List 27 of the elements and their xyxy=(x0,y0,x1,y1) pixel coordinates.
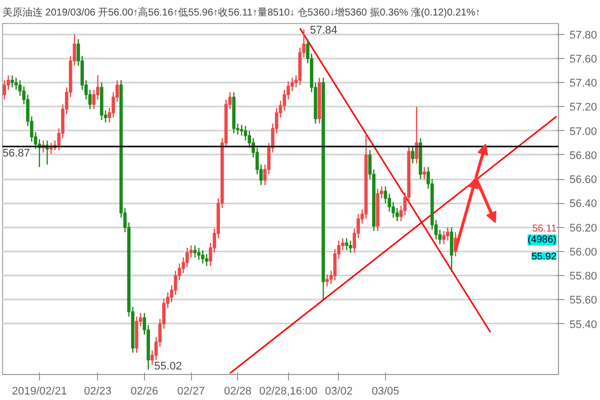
x-tick-label: 2019/02/21 xyxy=(12,386,67,398)
annotation: 56.11 xyxy=(532,224,557,234)
x-tick-label: 02/28 xyxy=(224,386,252,398)
y-tick-label: 56.40 xyxy=(570,198,598,210)
y-tick-label: 56.00 xyxy=(570,246,598,258)
y-tick-label: 57.00 xyxy=(570,126,598,138)
y-tick-label: 56.60 xyxy=(570,174,598,186)
y-tick-label: 57.60 xyxy=(570,53,598,66)
x-tick-label: 03/02 xyxy=(325,386,353,398)
ref-line-label: 56.87 xyxy=(2,148,30,160)
x-tick-label: 02/28,16:00 xyxy=(259,386,318,398)
y-tick-label: 57.20 xyxy=(570,102,598,114)
annotation: 55.02 xyxy=(154,360,182,373)
y-tick-label: 56.20 xyxy=(570,222,598,234)
x-tick-label: 02/27 xyxy=(177,386,205,398)
y-tick-label: 56.80 xyxy=(570,150,598,162)
y-tick-label: 57.40 xyxy=(570,78,598,90)
annotation: (4986) xyxy=(528,234,556,246)
x-tick-label: 02/23 xyxy=(84,386,112,398)
y-tick-label: 55.60 xyxy=(570,294,598,307)
x-tick-label: 02/26 xyxy=(130,386,158,398)
y-tick-label: 55.80 xyxy=(570,270,598,283)
y-tick-label: 55.40 xyxy=(570,318,598,331)
x-tick-label: 03/05 xyxy=(372,386,400,398)
chart-title: 美原油连 2019/03/06 开56.00↑高56.16↑低55.96↑收56.11↑量8510↓ 仓5360↓增5360 振0.36% 涨(0.12)0.21%↑ xyxy=(2,6,480,18)
annotation: 57.84 xyxy=(310,24,338,37)
y-tick-label: 57.80 xyxy=(570,29,598,42)
